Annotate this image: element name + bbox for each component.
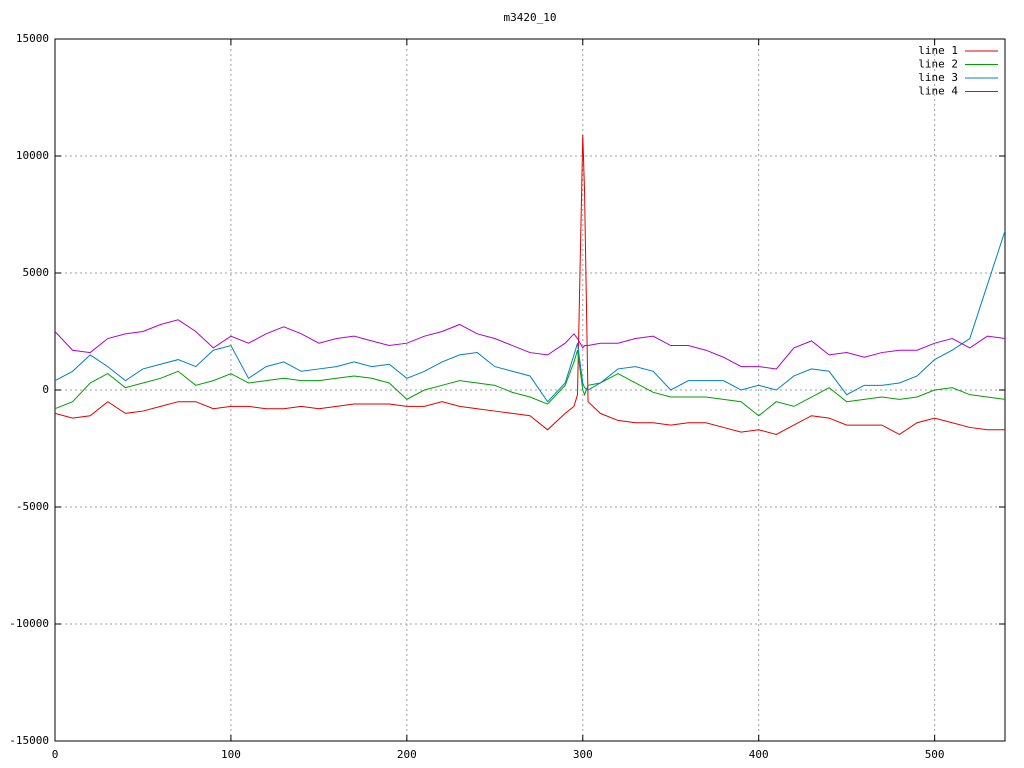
plot-frame: [54, 38, 1006, 742]
x-tick-label: 400: [749, 748, 769, 761]
legend-label: line 1: [918, 44, 958, 57]
legend-label: line 2: [918, 58, 958, 71]
chart-title: m3420_10: [504, 11, 557, 24]
x-tick-label: 100: [221, 748, 241, 761]
data-line: [54, 319, 1006, 370]
y-tick-label: 15000: [16, 32, 49, 45]
data-line: [54, 350, 1006, 417]
x-tick-label: 500: [925, 748, 945, 761]
y-tick-label: 10000: [16, 149, 49, 162]
y-tick-label: 0: [42, 383, 49, 396]
legend-label: line 3: [918, 71, 958, 84]
x-tick-label: 0: [52, 748, 59, 761]
y-tick-label: 5000: [23, 266, 50, 279]
y-tick-label: -10000: [9, 617, 49, 630]
legend-label: line 4: [918, 85, 958, 98]
y-tick-label: -15000: [9, 734, 49, 747]
x-tick-label: 300: [573, 748, 593, 761]
y-tick-label: -5000: [16, 500, 49, 513]
data-line: [54, 134, 1005, 436]
data-line: [54, 230, 1006, 403]
x-tick-label: 200: [397, 748, 417, 761]
